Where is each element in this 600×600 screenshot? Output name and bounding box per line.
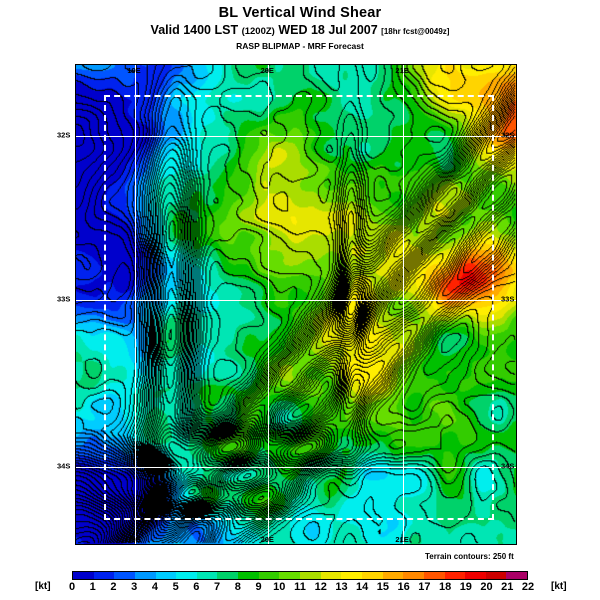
lon-label-bottom-20E: 20E bbox=[260, 535, 274, 544]
lon-label-bottom-19E: 19E bbox=[127, 535, 141, 544]
colorbar-swatch-4 bbox=[155, 572, 177, 579]
unit-label-right: [kt] bbox=[551, 581, 567, 592]
graticule-meridian-21E bbox=[403, 65, 404, 544]
graticule-parallel-33S bbox=[76, 300, 516, 301]
colorbar-tick-0: 0 bbox=[68, 581, 76, 593]
colorbar-swatch-6 bbox=[196, 572, 218, 579]
colorbar-swatch-2 bbox=[114, 572, 135, 579]
valid-time-prefix: Valid 1400 LST bbox=[150, 23, 239, 37]
colorbar-swatch-19 bbox=[465, 572, 486, 579]
map-plot-area bbox=[75, 64, 517, 545]
colorbar-swatch-13 bbox=[341, 572, 362, 579]
colorbar-swatch-17 bbox=[423, 572, 445, 579]
lat-label-right-34S: 34S bbox=[501, 461, 515, 471]
colorbar-tick-11: 11 bbox=[294, 581, 306, 593]
colorbar-tick-20: 20 bbox=[480, 581, 493, 593]
colorbar-ticks: 0 1 2 3 4 5 6 7 8 9 10 11 12 13 14 15 16 17 18 19 20 21 22 bbox=[68, 581, 534, 597]
colorbar-swatch-10 bbox=[279, 572, 301, 579]
model-source: RASP BLIPMAP - MRF Forecast bbox=[236, 41, 364, 51]
lat-label-right-33S: 33S bbox=[501, 294, 515, 304]
colorbar-tick-16: 16 bbox=[397, 581, 410, 593]
graticule-meridian-20E bbox=[268, 65, 269, 544]
colorbar-tick-22: 22 bbox=[521, 581, 535, 593]
colorbar-tick-12: 12 bbox=[314, 581, 327, 593]
colorbar-tick-17: 17 bbox=[418, 581, 431, 593]
colorbar-swatch-11 bbox=[300, 572, 321, 579]
colorbar-legend: [kt] 0 1 2 3 4 5 6 7 8 9 10 11 12 13 14 15 16 17 18 19 20 21 2… bbox=[0, 568, 600, 600]
lon-label-top-21E: 21E bbox=[395, 66, 409, 75]
domain-boundary-box bbox=[104, 95, 494, 520]
colorbar-swatch-5 bbox=[176, 572, 197, 579]
colorbar-swatch-3 bbox=[134, 572, 156, 579]
colorbar-swatch-0 bbox=[73, 572, 94, 579]
colorbar-swatch-8 bbox=[238, 572, 259, 579]
colorbar-tick-19: 19 bbox=[459, 581, 472, 593]
lat-label-left-34S: 34S bbox=[57, 461, 71, 471]
graticule-layer bbox=[76, 65, 516, 544]
valid-date: WED 18 Jul 2007 bbox=[278, 23, 378, 37]
colorbar-swatch-12 bbox=[320, 572, 342, 579]
unit-label-left: [kt] bbox=[35, 581, 51, 592]
colorbar-tick-8: 8 bbox=[234, 581, 241, 593]
colorbar-tick-6: 6 bbox=[193, 581, 200, 593]
lon-label-top-19E: 19E bbox=[127, 66, 141, 75]
valid-time-line: Valid 1400 LST (1200Z) WED 18 Jul 2007 [… bbox=[0, 23, 600, 39]
colorbar-swatch-18 bbox=[444, 572, 466, 579]
colorbar-tick-21: 21 bbox=[501, 581, 514, 593]
valid-time-utc: (1200Z) bbox=[241, 26, 275, 37]
colorbar-tick-2: 2 bbox=[110, 581, 117, 593]
colorbar-tick-7: 7 bbox=[214, 581, 221, 593]
colorbar-tick-15: 15 bbox=[376, 581, 390, 593]
terrain-contour-note: Terrain contours: 250 ft bbox=[425, 552, 514, 561]
lat-label-left-33S: 33S bbox=[57, 294, 71, 304]
lon-label-top-20E: 20E bbox=[260, 66, 274, 75]
lat-label-right-32S: 32S bbox=[501, 130, 515, 140]
colorbar-swatch-1 bbox=[93, 572, 115, 579]
colorbar-swatch-14 bbox=[361, 572, 383, 579]
colorbar-swatch-7 bbox=[217, 572, 239, 579]
colorbar-swatch-9 bbox=[258, 572, 280, 579]
colorbar-tick-1: 1 bbox=[89, 581, 96, 593]
colorbar-swatch-16 bbox=[403, 572, 424, 579]
forecast-tag: [18hr fcst@0049z] bbox=[381, 27, 450, 36]
colorbar-tick-4: 4 bbox=[151, 581, 158, 593]
colorbar-tick-10: 10 bbox=[273, 581, 286, 593]
colorbar-swatch-15 bbox=[382, 572, 404, 579]
lat-label-left-32S: 32S bbox=[57, 130, 71, 140]
colorbar-swatch-20 bbox=[485, 572, 507, 579]
colorbar-tick-9: 9 bbox=[255, 581, 262, 593]
page-title: BL Vertical Wind Shear bbox=[218, 5, 382, 21]
terrain-contours-layer bbox=[76, 65, 516, 544]
chart-header: BL Vertical Wind Shear Valid 1400 LST (1… bbox=[0, 0, 600, 52]
graticule-meridian-19E bbox=[135, 65, 136, 544]
graticule-parallel-34S bbox=[76, 467, 516, 468]
colorbar-tick-3: 3 bbox=[131, 581, 138, 593]
colorbar-tick-5: 5 bbox=[172, 581, 179, 593]
colorbar-tick-13: 13 bbox=[335, 581, 348, 593]
lon-label-bottom-21E: 21E bbox=[395, 535, 409, 544]
colorbar-swatch-21 bbox=[506, 572, 528, 579]
colorbar-tick-14: 14 bbox=[356, 581, 369, 593]
colorbar-swatches bbox=[72, 571, 528, 580]
colorbar-tick-18: 18 bbox=[438, 581, 452, 593]
graticule-parallel-32S bbox=[76, 136, 516, 137]
